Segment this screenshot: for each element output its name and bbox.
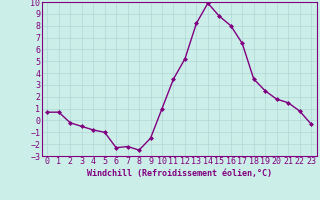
X-axis label: Windchill (Refroidissement éolien,°C): Windchill (Refroidissement éolien,°C): [87, 169, 272, 178]
